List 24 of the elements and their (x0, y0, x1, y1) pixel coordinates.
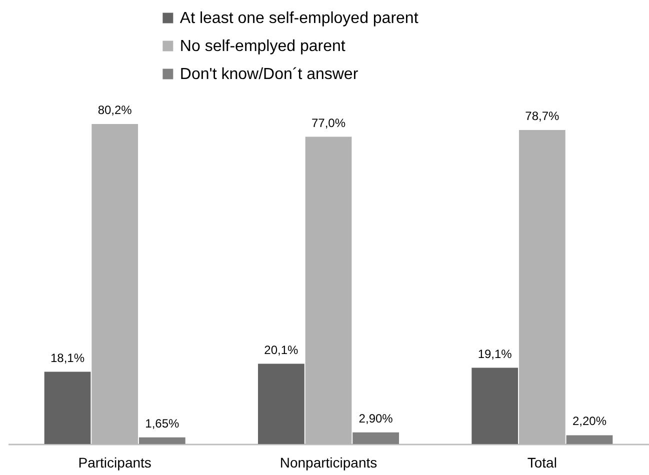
bar (138, 437, 186, 444)
data-label: 2,90% (358, 411, 394, 426)
x-tick-label: Nonparticipants (280, 454, 378, 470)
data-label: 77,0% (311, 116, 346, 130)
data-label: 18,1% (50, 350, 85, 365)
bar (258, 364, 304, 444)
bar (44, 372, 91, 444)
bar (472, 368, 518, 444)
data-label: 1,65% (145, 416, 180, 430)
data-label: 80,2% (98, 103, 132, 117)
bar (92, 124, 138, 444)
legend-label: At least one self-employed parent (180, 10, 419, 27)
bar (352, 432, 400, 444)
legend-label: Don't know/Don´t answer (180, 66, 359, 83)
x-tick-label: Participants (78, 454, 152, 470)
bar (305, 136, 352, 444)
data-label: 19,1% (478, 346, 512, 361)
legend-label: No self-emplyed parent (180, 38, 346, 55)
data-label: 2,20% (572, 414, 607, 428)
x-tick-label: Total (527, 454, 557, 470)
bar (518, 130, 566, 444)
bar (566, 435, 613, 444)
data-label: 78,7% (525, 108, 560, 123)
data-label: 20,1% (264, 342, 299, 357)
